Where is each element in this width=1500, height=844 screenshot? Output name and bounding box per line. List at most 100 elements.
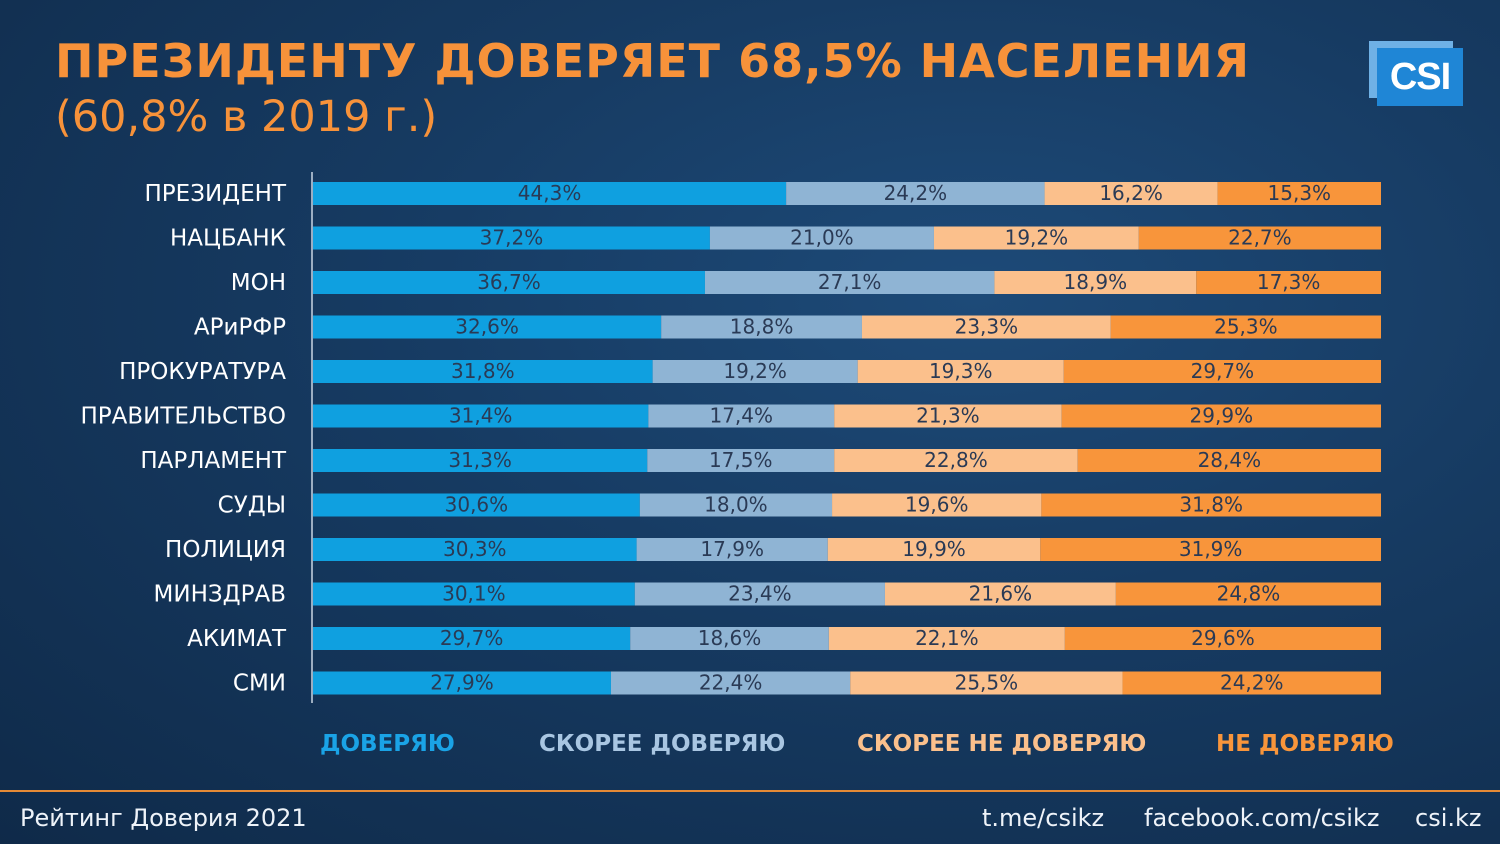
data-label: 31,8% <box>451 359 515 383</box>
data-label: 25,3% <box>1214 315 1278 339</box>
data-label: 29,7% <box>1191 359 1255 383</box>
data-label: 36,7% <box>477 270 541 294</box>
footer-divider <box>0 790 1500 792</box>
category-label: ПРЕЗИДЕНТ <box>145 181 287 207</box>
data-label: 29,6% <box>1191 626 1255 650</box>
data-label: 24,2% <box>884 181 948 205</box>
bar-segment <box>648 404 835 428</box>
bar-segment <box>704 271 995 294</box>
data-label: 18,9% <box>1064 270 1128 294</box>
bar-segment <box>1196 271 1381 294</box>
bar-segment <box>933 226 1139 250</box>
bar-segment <box>1064 627 1381 650</box>
bar-segment <box>1110 315 1381 339</box>
category-label: НАЦБАНК <box>170 226 286 252</box>
bar-segment <box>832 493 1042 517</box>
data-label: 21,3% <box>916 404 980 428</box>
data-label: 21,6% <box>969 582 1033 606</box>
bar-segment <box>1044 182 1218 205</box>
bar-segment <box>1041 493 1381 517</box>
bar-segment <box>884 582 1116 606</box>
legend-rather-distrust: СКОРЕЕ НЕ ДОВЕРЯЮ <box>857 731 1147 757</box>
bar-segment <box>313 315 662 339</box>
data-label: 23,3% <box>955 315 1019 339</box>
data-label: 23,4% <box>728 582 792 606</box>
category-label: АРиРФР <box>194 315 286 341</box>
bar-segment <box>994 271 1197 294</box>
bar-segment <box>313 404 649 428</box>
data-label: 19,2% <box>723 359 787 383</box>
data-label: 19,3% <box>929 359 993 383</box>
data-label: 44,3% <box>518 181 582 205</box>
bar-segment <box>313 627 631 650</box>
bar-segment <box>834 404 1062 428</box>
data-label: 21,0% <box>790 226 854 250</box>
data-label: 31,3% <box>448 448 512 472</box>
website-link[interactable]: csi.kz <box>1415 804 1482 832</box>
data-label: 30,3% <box>443 537 507 561</box>
bar-segment <box>661 315 862 339</box>
chart-title: ПРЕЗИДЕНТУ ДОВЕРЯЕТ 68,5% НАСЕЛЕНИЯ <box>55 34 1250 88</box>
category-label: ПАРЛАМЕНТ <box>140 448 287 474</box>
bar-segment <box>647 449 835 472</box>
data-label: 30,1% <box>442 582 506 606</box>
category-label: МОН <box>231 270 286 296</box>
data-label: 18,6% <box>698 626 762 650</box>
bar-segment <box>709 226 934 250</box>
data-label: 22,1% <box>915 626 979 650</box>
category-label: СМИ <box>233 671 286 697</box>
legend-rather-trust: СКОРЕЕ ДОВЕРЯЮ <box>539 731 786 757</box>
chart-subtitle: (60,8% в 2019 г.) <box>55 92 438 142</box>
data-label: 17,9% <box>700 537 764 561</box>
data-label: 29,7% <box>440 626 504 650</box>
data-label: 30,6% <box>445 493 509 517</box>
data-label: 17,4% <box>709 404 773 428</box>
data-label: 29,9% <box>1190 404 1254 428</box>
bar-segment <box>827 538 1041 561</box>
bar-segment <box>828 627 1065 650</box>
bar-segment <box>313 271 705 294</box>
data-label: 27,1% <box>818 270 882 294</box>
bar-segment <box>313 493 640 517</box>
data-label: 15,3% <box>1268 181 1332 205</box>
data-label: 22,7% <box>1228 226 1292 250</box>
bar-segment <box>313 671 611 695</box>
bar-segment <box>639 493 833 517</box>
footer-rating-label: Рейтинг Доверия 2021 <box>20 804 307 832</box>
csi-logo: CSI <box>1369 41 1463 106</box>
bar-segment <box>1061 404 1381 428</box>
data-label: 32,6% <box>455 315 519 339</box>
data-label: 24,8% <box>1217 582 1281 606</box>
bar-segment <box>1115 582 1381 606</box>
legend-trust: ДОВЕРЯЮ <box>320 731 455 757</box>
bar-segment <box>786 182 1045 205</box>
bar-segment <box>1138 226 1381 250</box>
data-label: 25,5% <box>955 671 1019 695</box>
stacked-bar-chart: ПРЕЗИДЕНТ 44,3% 24,2% 16,2% 15,3% НАЦБАНК 37,2… <box>80 172 1381 703</box>
bar-segment <box>834 449 1078 472</box>
bar-segment <box>634 582 885 606</box>
data-label: 17,3% <box>1257 270 1321 294</box>
bar-segment <box>1063 360 1381 383</box>
facebook-link[interactable]: facebook.com/csikz <box>1144 804 1380 832</box>
bar-segment <box>850 671 1123 695</box>
data-label: 16,2% <box>1099 181 1163 205</box>
category-label: МИНЗДРАВ <box>154 582 286 608</box>
bar-segment <box>861 315 1111 339</box>
telegram-link[interactable]: t.me/csikz <box>982 804 1105 832</box>
data-label: 28,4% <box>1198 448 1262 472</box>
bar-segment <box>1040 538 1381 561</box>
bar-segment <box>1217 182 1381 205</box>
logo-text: CSI <box>1377 48 1463 106</box>
bar-segment <box>313 449 648 472</box>
bar-segment <box>313 226 710 250</box>
data-label: 31,8% <box>1179 493 1243 517</box>
bar-segment <box>652 360 858 383</box>
data-label: 27,9% <box>430 671 494 695</box>
bar-segment <box>1077 449 1381 472</box>
category-label: ПРАВИТЕЛЬСТВО <box>80 404 286 430</box>
data-label: 24,2% <box>1220 671 1284 695</box>
bar-segment <box>630 627 829 650</box>
data-label: 31,9% <box>1179 537 1243 561</box>
bar-segment <box>857 360 1064 383</box>
